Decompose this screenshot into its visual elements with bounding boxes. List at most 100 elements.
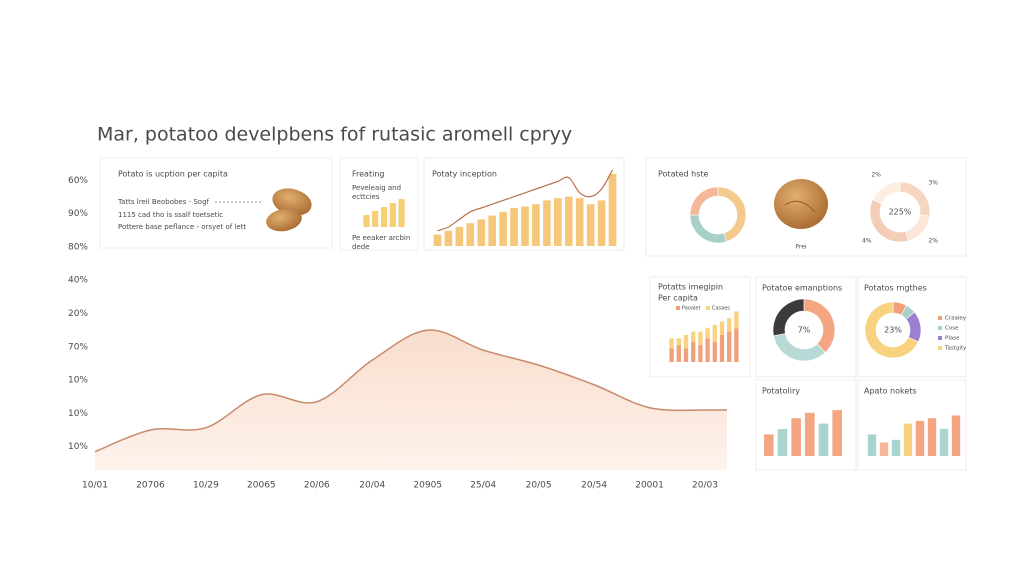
- bar: [521, 206, 529, 246]
- y-tick-label: 60%: [68, 176, 88, 186]
- bar-segment: [676, 338, 681, 346]
- area: [95, 330, 727, 470]
- bar: [433, 234, 442, 246]
- y-tick-label: 90%: [68, 209, 88, 219]
- chart-title: Potatoliry: [762, 387, 800, 396]
- y-tick-label: 10%: [68, 442, 88, 452]
- donut-segment: [772, 298, 805, 337]
- card: [339, 157, 419, 251]
- bar-segment: [705, 338, 710, 362]
- bar: [927, 418, 937, 456]
- bar: [363, 215, 370, 227]
- page-title: Mar, potatoo develpbens fof rutasic arom…: [97, 124, 572, 146]
- bar-segment: [698, 345, 703, 362]
- legend-swatch: [938, 336, 942, 340]
- bar-segment: [691, 341, 696, 362]
- note: Peveleaig and: [352, 184, 401, 192]
- image-caption: Prei: [795, 244, 807, 251]
- bar: [791, 418, 801, 456]
- bar: [915, 420, 925, 456]
- bar: [586, 204, 595, 246]
- bar-segment: [712, 341, 717, 362]
- bar: [939, 429, 949, 456]
- bar: [832, 410, 842, 456]
- data-label: 3%: [928, 180, 938, 187]
- legend-label: Casaes: [712, 306, 730, 312]
- y-tick-label: 80%: [68, 242, 88, 252]
- bar: [818, 423, 829, 456]
- panel-text: 1115 cad tho is ssalf toetsetic: [118, 211, 223, 219]
- panel-text: Tatts lreil Beobobes - Sogf: [117, 198, 210, 206]
- bar: [764, 434, 774, 456]
- legend-label: Paoalet: [682, 306, 700, 312]
- x-tick-label: 10/01: [82, 481, 108, 491]
- note: ecttcies: [352, 193, 380, 201]
- panel-title: Potato is ucption per capita: [118, 170, 228, 179]
- bar: [543, 200, 551, 246]
- bar-segment: [698, 331, 703, 346]
- bar: [903, 423, 913, 456]
- bar-segment: [669, 338, 674, 349]
- y-tick-label: 70%: [68, 342, 88, 352]
- bar-segment: [683, 335, 689, 349]
- bar: [597, 200, 606, 246]
- y-tick-label: 20%: [68, 309, 88, 319]
- x-tick-label: 20905: [413, 481, 442, 491]
- x-tick-label: 20001: [635, 481, 664, 491]
- legend-swatch: [938, 346, 942, 350]
- chart-subtitle: Per capita: [658, 294, 698, 303]
- bar: [499, 211, 507, 246]
- center-label: 225%: [889, 208, 912, 217]
- chart-title: Freating: [352, 170, 384, 179]
- note: Pe eeaker arcbin: [352, 234, 410, 242]
- chart-title: Potatoe emanptions: [762, 284, 842, 293]
- y-tick-label: 10%: [68, 409, 88, 419]
- panel-text: Pottere base peflance - orsyet of lett: [118, 223, 246, 231]
- bar: [466, 223, 475, 246]
- card: [649, 276, 751, 378]
- bar-segment: [719, 321, 725, 335]
- bar: [532, 204, 540, 246]
- bar: [553, 198, 562, 246]
- y-tick-label: 40%: [68, 276, 88, 286]
- legend-label: Tastgity: [944, 346, 967, 352]
- bar: [444, 230, 453, 246]
- note: dede: [352, 243, 370, 251]
- bar-segment: [727, 318, 732, 332]
- bar-segment: [691, 331, 696, 342]
- legend-label: Craaley: [945, 316, 967, 322]
- x-tick-label: 20/06: [304, 481, 330, 491]
- bar: [564, 196, 573, 246]
- bar: [398, 199, 405, 227]
- area-line: [94, 329, 727, 453]
- bar: [879, 442, 889, 456]
- donut-segment: [872, 181, 901, 205]
- potato-image: [774, 179, 828, 229]
- data-label: 4%: [862, 237, 872, 244]
- data-label: 2%: [928, 237, 938, 244]
- bar: [372, 211, 379, 227]
- bar-segment: [705, 328, 710, 339]
- chart-title: Potaty inception: [432, 170, 497, 179]
- bar: [891, 439, 901, 456]
- bar: [951, 415, 961, 456]
- bar: [477, 219, 486, 246]
- bar-segment: [734, 311, 739, 329]
- chart-title: Apato nokets: [864, 387, 917, 396]
- bar-segment: [683, 348, 689, 362]
- center-label: 23%: [884, 326, 902, 335]
- chart-title: Potatts imegipin: [658, 283, 723, 292]
- chart-title: Potated hste: [658, 170, 709, 179]
- line: [437, 169, 614, 232]
- legend-swatch: [676, 306, 680, 310]
- center-label: 7%: [798, 326, 811, 335]
- bar: [805, 412, 815, 456]
- bar: [488, 215, 497, 246]
- potato-image: [266, 188, 312, 232]
- x-tick-label: 10/29: [193, 481, 219, 491]
- bar: [455, 227, 464, 246]
- bar: [380, 207, 388, 227]
- x-tick-label: 20065: [247, 481, 276, 491]
- x-tick-label: 20/04: [359, 481, 385, 491]
